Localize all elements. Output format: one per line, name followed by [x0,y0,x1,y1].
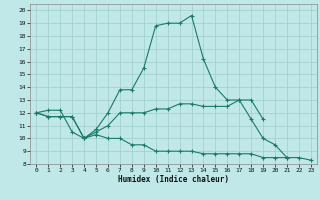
X-axis label: Humidex (Indice chaleur): Humidex (Indice chaleur) [118,175,229,184]
